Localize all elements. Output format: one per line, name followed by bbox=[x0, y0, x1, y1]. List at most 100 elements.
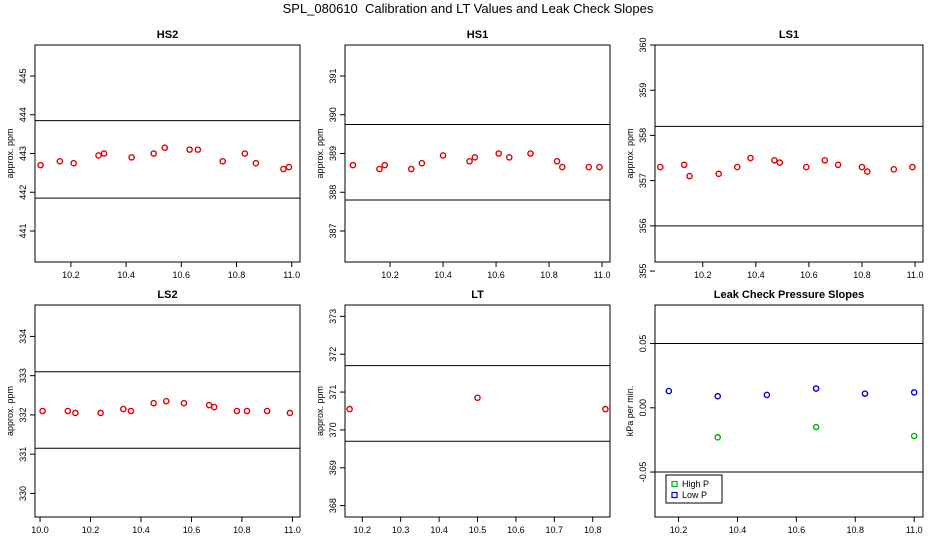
x-tick-label: 10.4 bbox=[747, 270, 765, 280]
data-point bbox=[747, 154, 754, 162]
plot-frame bbox=[34, 304, 301, 518]
x-tick-label: 10.2 bbox=[82, 525, 100, 535]
x-tick-label: 10.8 bbox=[846, 525, 864, 535]
data-point bbox=[474, 394, 481, 402]
y-tick-label: 331 bbox=[18, 447, 28, 462]
data-point bbox=[909, 163, 916, 171]
data-point bbox=[776, 159, 784, 166]
x-tick-label: 10.8 bbox=[228, 270, 246, 280]
data-point bbox=[210, 403, 218, 411]
x-tick-label: 10.2 bbox=[694, 270, 712, 280]
panel-title: Leak Check Pressure Slopes bbox=[714, 289, 864, 301]
y-axis-label: approx. ppm bbox=[5, 128, 15, 178]
x-tick-label: 10.3 bbox=[392, 525, 410, 535]
data-point bbox=[263, 407, 271, 415]
y-tick-label: 334 bbox=[18, 329, 28, 344]
data-point bbox=[821, 156, 829, 164]
y-axis-label: approx. ppm bbox=[5, 386, 15, 436]
y-tick-label: 358 bbox=[638, 128, 648, 143]
y-tick-label: 390 bbox=[328, 107, 338, 122]
data-point bbox=[285, 163, 293, 171]
y-tick-label: -0.05 bbox=[638, 462, 648, 483]
x-tick-label: 10.8 bbox=[233, 525, 251, 535]
chart-panel-2: HS1 10.2 10.4 10.6 10.8 11.0 387 388 389 390 391 ap… bbox=[315, 29, 611, 280]
x-tick-label: 10.6 bbox=[507, 525, 525, 535]
y-tick-label: 333 bbox=[18, 368, 28, 383]
x-tick-label: 10.8 bbox=[540, 270, 558, 280]
x-tick-label: 11.0 bbox=[284, 525, 301, 535]
chart-panel-6: Leak Check Pressure Slopes 10.2 10.4 10.6 10… bbox=[625, 289, 924, 535]
y-tick-label: 371 bbox=[328, 385, 338, 400]
y-tick-label: 389 bbox=[328, 146, 338, 161]
y-tick-label: 368 bbox=[328, 498, 338, 513]
y-tick-label: 355 bbox=[638, 264, 648, 279]
data-point bbox=[150, 150, 157, 157]
plot-frame bbox=[34, 44, 301, 263]
data-point bbox=[812, 385, 820, 392]
data-point bbox=[127, 407, 135, 415]
legend-box bbox=[665, 474, 723, 504]
x-tick-label: 10.0 bbox=[31, 525, 49, 535]
y-tick-label: 388 bbox=[328, 185, 338, 200]
plot-frame bbox=[344, 44, 611, 263]
chart-panel-3: LS1 10.2 10.4 10.6 10.8 11.0 355 356 357 358 359 36… bbox=[625, 29, 924, 280]
x-tick-label: 11.0 bbox=[594, 270, 611, 280]
data-point bbox=[95, 152, 102, 159]
data-point bbox=[243, 407, 251, 415]
data-point bbox=[241, 150, 249, 157]
chart-panel-4: LS2 10.0 10.2 10.4 10.6 10.8 11.0 330 331 332 333 3… bbox=[5, 289, 301, 535]
data-point bbox=[233, 407, 241, 415]
data-point bbox=[466, 157, 473, 165]
legend-label: Low P bbox=[682, 490, 707, 500]
data-point bbox=[97, 409, 104, 417]
data-point bbox=[349, 161, 357, 169]
x-tick-label: 10.2 bbox=[670, 525, 688, 535]
data-point bbox=[863, 168, 871, 175]
data-point bbox=[161, 144, 169, 151]
x-tick-label: 10.7 bbox=[546, 525, 564, 535]
y-axis-label: kPa per min. bbox=[625, 386, 635, 437]
x-tick-label: 10.4 bbox=[132, 525, 150, 535]
data-point bbox=[381, 161, 389, 169]
data-point bbox=[602, 405, 609, 413]
data-point bbox=[910, 432, 918, 440]
chart-panel-1: HS2 10.2 10.4 10.6 10.8 11.0 441 442 443 444 445 ap… bbox=[5, 29, 301, 280]
data-point bbox=[418, 159, 426, 167]
data-point bbox=[39, 407, 46, 415]
data-point bbox=[194, 146, 202, 153]
data-point bbox=[150, 399, 157, 407]
legend-label: High P bbox=[682, 479, 709, 489]
data-point bbox=[834, 161, 842, 169]
y-tick-label: 445 bbox=[18, 68, 28, 83]
x-tick-label: 10.2 bbox=[354, 525, 372, 535]
panel-title: HS1 bbox=[467, 29, 488, 41]
data-point bbox=[553, 157, 561, 165]
data-point bbox=[495, 150, 503, 157]
data-point bbox=[346, 405, 353, 413]
plot-frame bbox=[344, 304, 611, 518]
y-tick-label: 330 bbox=[18, 486, 28, 501]
legend-marker bbox=[671, 491, 678, 499]
panel-title: LS1 bbox=[779, 29, 799, 41]
data-point bbox=[771, 156, 778, 164]
y-tick-label: 372 bbox=[328, 347, 338, 362]
x-tick-label: 10.8 bbox=[853, 270, 871, 280]
data-point bbox=[376, 165, 383, 173]
data-point bbox=[37, 161, 44, 169]
data-point bbox=[763, 391, 771, 399]
y-tick-label: 0.05 bbox=[638, 335, 648, 353]
data-point bbox=[733, 163, 741, 171]
y-tick-label: 357 bbox=[638, 173, 648, 188]
data-point bbox=[890, 166, 898, 173]
x-tick-label: 10.6 bbox=[487, 270, 505, 280]
x-tick-label: 10.4 bbox=[430, 525, 448, 535]
x-tick-label: 10.6 bbox=[788, 525, 806, 535]
data-point bbox=[714, 434, 722, 441]
panel-title: LS2 bbox=[157, 289, 177, 301]
plot-frame bbox=[654, 304, 924, 518]
main-title: SPL_080610 Calibration and LT Values and… bbox=[282, 1, 654, 16]
x-tick-label: 10.6 bbox=[183, 525, 201, 535]
y-tick-label: 0.00 bbox=[638, 399, 648, 417]
data-point bbox=[715, 170, 722, 178]
